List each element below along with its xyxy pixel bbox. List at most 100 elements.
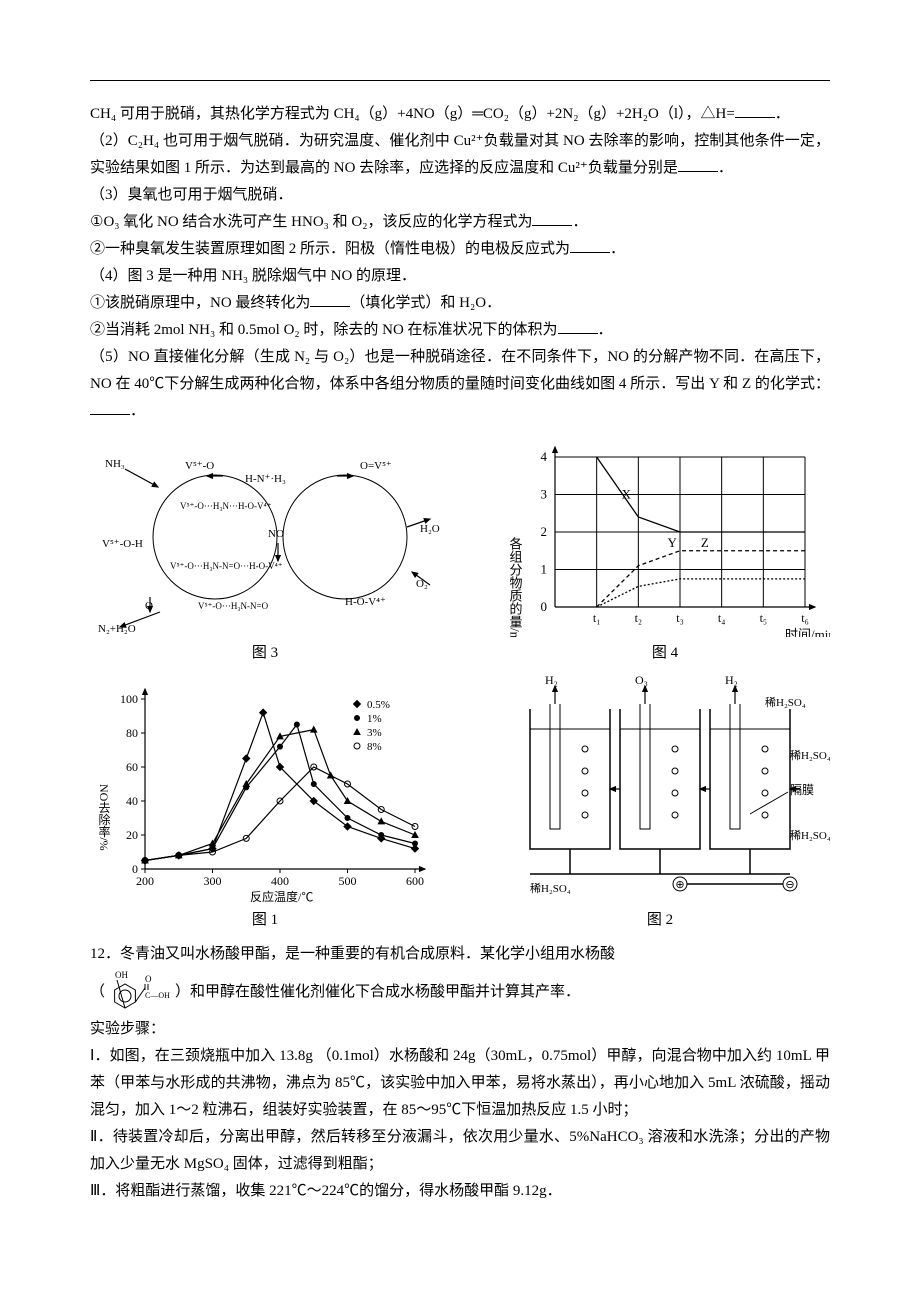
svg-text:稀H₂SO₄: 稀H₂SO₄ [530,882,571,895]
svg-text:V⁵⁺-O···H₃N···H-O-V⁴⁺: V⁵⁺-O···H₃N···H-O-V⁴⁺ [180,501,272,511]
fig4-box: 各组分物质的量/mol 0 1 2 3 4 t₁ t₂ t₃ t₄ t₅ t₆ 时间/min X Y Z 图 … [500,437,830,662]
text: ． [130,403,145,419]
svg-text:0: 0 [541,599,548,614]
fig1-svg: NO去除率/%020406080100200300400500600反应温度/℃… [90,674,440,904]
svg-text:t₅: t₅ [760,611,768,625]
svg-text:400: 400 [271,874,289,888]
svg-text:60: 60 [126,760,138,774]
svg-text:H-N⁺·H₃: H-N⁺·H₃ [245,473,286,485]
text: ． [572,214,587,230]
para-3a: ①O₃ 氧化 NO 结合水洗可产生 HNO₃ 和 O₂，该反应的化学方程式为． [90,209,830,236]
svg-text:t₂: t₂ [635,611,643,625]
svg-text:各组分物质的量/mol: 各组分物质的量/mol [508,536,523,637]
text: 12．冬青油又叫水杨酸甲酯，是一种重要的有机合成原料．某化学小组用水杨酸 [90,946,615,962]
blank [678,157,718,172]
top-rule [90,80,830,81]
svg-text:80: 80 [126,726,138,740]
svg-text:40: 40 [126,794,138,808]
text: ②当消耗 2mol NH₃ 和 0.5mol O₂ 时，除去的 NO 在标准状况… [90,322,558,338]
svg-text:⊖: ⊖ [785,879,794,891]
para-2: （2）C₂H₄ 也可用于烟气脱硝．为研究温度、催化剂中 Cu²⁺负载量对其 NO… [90,128,830,182]
svg-text:V⁵⁺-O: V⁵⁺-O [185,460,214,472]
blank [90,400,130,415]
svg-text:NO去除率/%: NO去除率/% [97,784,111,851]
fig2-box: H₂O₃H₂稀H₂SO₄隔膜稀H₂SO₄稀H₂SO₄⊕⊖稀H₂SO₄ 图 2 [490,674,830,929]
svg-text:H₂O: H₂O [420,523,440,535]
fig2-caption: 图 2 [647,908,673,929]
svg-text:O=V⁵⁺: O=V⁵⁺ [360,460,392,472]
para-4b: ②当消耗 2mol NH₃ 和 0.5mol O₂ 时，除去的 NO 在标准状况… [90,317,830,344]
svg-text:100: 100 [120,692,138,706]
svg-text:t₆: t₆ [801,611,809,625]
text: ． [775,106,790,122]
svg-text:t₁: t₁ [593,611,601,625]
fig2-svg: H₂O₃H₂稀H₂SO₄隔膜稀H₂SO₄稀H₂SO₄⊕⊖稀H₂SO₄ [490,674,830,904]
svg-text:时间/min: 时间/min [785,627,830,637]
fig4-caption: 图 4 [652,641,678,662]
fig4-svg: 各组分物质的量/mol 0 1 2 3 4 t₁ t₂ t₃ t₄ t₅ t₆ 时间/min X Y Z [500,437,830,637]
svg-text:NH₃: NH₃ [105,458,125,470]
svg-text:H₂: H₂ [725,674,738,687]
svg-text:t₄: t₄ [718,611,726,625]
svg-text:NO: NO [268,528,284,540]
svg-text:反应温度/℃: 反应温度/℃ [250,889,313,904]
svg-text:V⁵⁺-O···H₃N-N=O···H-O-V⁴⁺: V⁵⁺-O···H₃N-N=O···H-O-V⁴⁺ [170,561,283,571]
blank [570,238,610,253]
fig3-caption: 图 3 [252,641,278,662]
svg-text:隔膜: 隔膜 [790,783,814,797]
text: ②一种臭氧发生装置原理如图 2 所示．阳极（惰性电极）的电极反应式为 [90,241,570,257]
svg-text:3: 3 [541,487,548,502]
svg-text:稀H₂SO₄: 稀H₂SO₄ [790,749,830,762]
svg-text:O₃: O₃ [635,674,648,687]
text: ． [610,241,625,257]
text: ）和甲醇在酸性催化剂催化下合成水杨酸甲酯并计算其产率． [175,979,580,1006]
fig-row-2: NO去除率/%020406080100200300400500600反应温度/℃… [90,674,830,929]
blank [558,319,598,334]
text: ． [598,322,613,338]
svg-text:N₂+H₂O: N₂+H₂O [98,623,136,635]
svg-text:Z: Z [701,535,709,550]
blank [735,103,775,118]
svg-text:OH: OH [115,970,128,980]
svg-text:20: 20 [126,828,138,842]
para-5: （5）NO 直接催化分解（生成 N₂ 与 O₂）也是一种脱硝途径．在不同条件下，… [90,344,830,425]
svg-text:1: 1 [541,562,548,577]
text: （4）图 3 是一种用 NH₃ 脱除烟气中 NO 的原理． [90,268,416,284]
svg-text:V⁵⁺-O-H: V⁵⁺-O-H [102,538,143,550]
svg-text:V⁵⁺-O···H₃N-N=O: V⁵⁺-O···H₃N-N=O [198,601,269,611]
svg-text:H₂: H₂ [545,674,558,687]
text: （填化学式）和 H₂O． [350,295,501,311]
svg-text:4: 4 [541,449,548,464]
svg-text:C—OH: C—OH [145,991,170,1000]
svg-text:O: O [145,974,152,984]
step2: Ⅱ．待装置冷却后，分离出甲醇，然后转移至分液漏斗，依次用少量水、5%NaHCO₃… [90,1124,830,1178]
step3: Ⅲ．将粗酯进行蒸馏，收集 221℃～224℃的馏分，得水杨酸甲酯 9.12g． [90,1178,830,1205]
svg-text:500: 500 [339,874,357,888]
text: CH₄ 可用于脱硝，其热化学方程式为 CH₄（g）+4NO（g）═CO₂（g）+… [90,106,735,122]
svg-text:600: 600 [406,874,424,888]
text: ． [718,160,733,176]
text: （ [90,979,105,1006]
svg-text:稀H₂SO₄: 稀H₂SO₄ [765,696,806,709]
svg-text:1%: 1% [367,713,382,725]
molecule-svg: OH O C—OH [105,968,175,1016]
para-4: （4）图 3 是一种用 NH₃ 脱除烟气中 NO 的原理． [90,263,830,290]
text: （5）NO 直接催化分解（生成 N₂ 与 O₂）也是一种脱硝途径．在不同条件下，… [90,349,830,392]
svg-text:200: 200 [136,874,154,888]
step1: Ⅰ．如图，在三颈烧瓶中加入 13.8g （0.1mol）水杨酸和 24g（30m… [90,1043,830,1124]
para-1: CH₄ 可用于脱硝，其热化学方程式为 CH₄（g）+4NO（g）═CO₂（g）+… [90,101,830,128]
fig-row-1: NH₃ V⁵⁺-O H-N⁺·H₃ O=V⁵⁺ V⁵⁺-O···H₃N···H-O-V⁴… [90,437,830,662]
para-3b: ②一种臭氧发生装置原理如图 2 所示．阳极（惰性电极）的电极反应式为 ． [90,236,830,263]
svg-text:X: X [622,486,632,501]
blank [532,211,572,226]
svg-text:Y: Y [668,535,678,550]
svg-text:⊕: ⊕ [675,879,684,891]
svg-text:300: 300 [204,874,222,888]
blank [310,292,350,307]
fig3-svg: NH₃ V⁵⁺-O H-N⁺·H₃ O=V⁵⁺ V⁵⁺-O···H₃N···H-O-V⁴… [90,437,440,637]
svg-text:t₃: t₃ [676,611,684,625]
steps-title: 实验步骤： [90,1016,830,1043]
text: （3）臭氧也可用于烟气脱硝． [90,187,293,203]
svg-text:稀H₂SO₄: 稀H₂SO₄ [790,829,830,842]
svg-text:2: 2 [541,524,548,539]
